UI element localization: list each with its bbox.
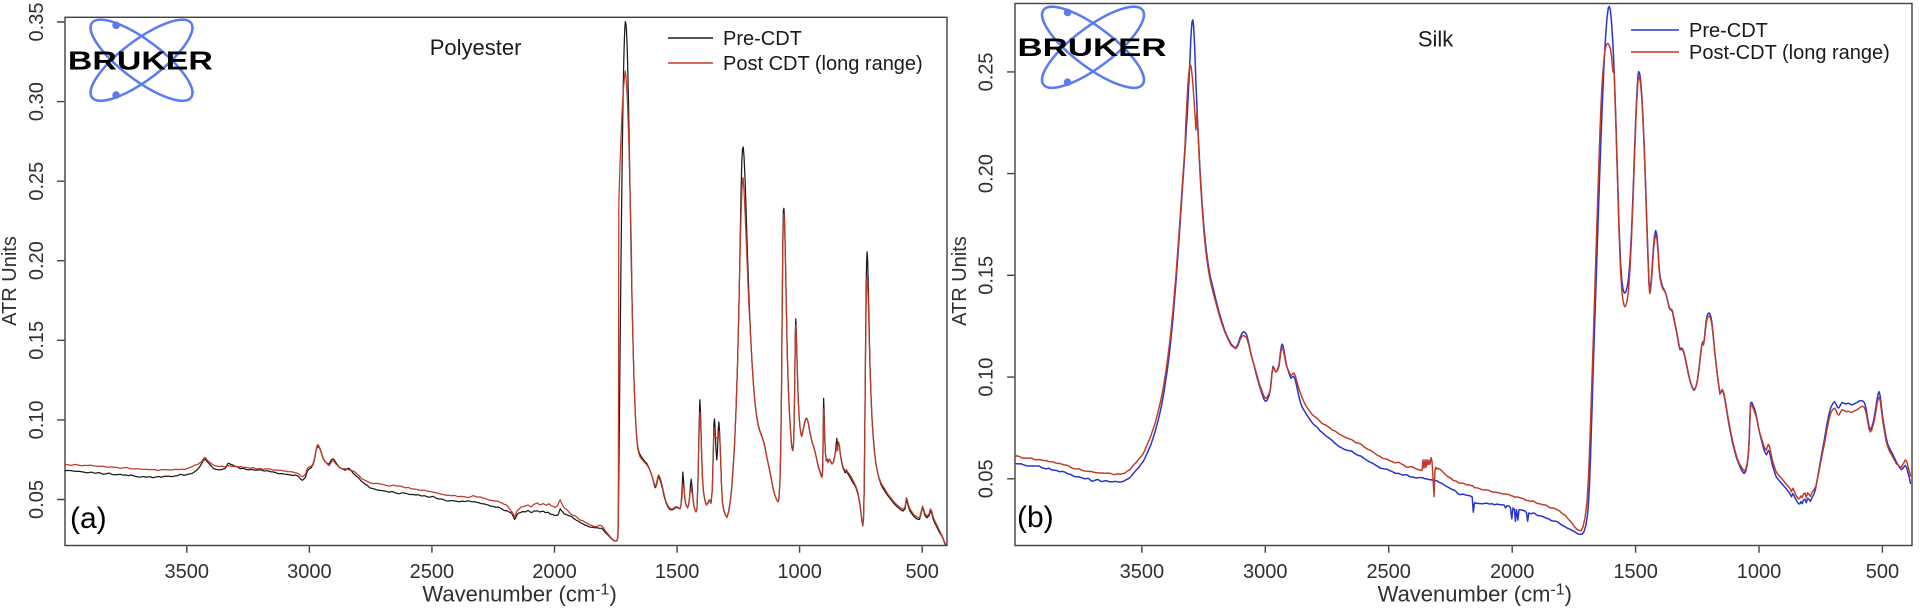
svg-text:0.25: 0.25 (976, 52, 998, 91)
svg-text:1500: 1500 (1613, 561, 1658, 583)
svg-text:Pre-CDT: Pre-CDT (1689, 20, 1768, 42)
svg-text:(b): (b) (1017, 501, 1054, 534)
svg-text:0.20: 0.20 (976, 154, 998, 193)
svg-text:1000: 1000 (1737, 561, 1782, 583)
svg-text:1000: 1000 (777, 561, 822, 583)
svg-text:0.05: 0.05 (976, 459, 998, 498)
svg-text:BRUKER: BRUKER (1018, 34, 1167, 62)
svg-text:0.25: 0.25 (26, 162, 48, 201)
svg-text:2500: 2500 (1366, 561, 1411, 583)
svg-text:(a): (a) (70, 502, 107, 535)
svg-text:0.15: 0.15 (976, 256, 998, 295)
svg-text:Pre-CDT: Pre-CDT (723, 28, 802, 50)
svg-text:500: 500 (906, 561, 939, 583)
svg-text:Wavenumber (cm-1): Wavenumber (cm-1) (422, 581, 616, 606)
svg-text:ATR Units: ATR Units (0, 236, 21, 326)
svg-text:0.10: 0.10 (26, 400, 48, 439)
svg-text:2000: 2000 (532, 561, 577, 583)
svg-text:BRUKER: BRUKER (68, 45, 213, 75)
svg-text:500: 500 (1866, 561, 1899, 583)
svg-text:2500: 2500 (410, 561, 455, 583)
svg-text:1500: 1500 (655, 561, 700, 583)
svg-text:0.20: 0.20 (26, 241, 48, 280)
svg-text:Silk: Silk (1418, 27, 1454, 52)
svg-text:Polyester: Polyester (430, 35, 522, 60)
svg-text:3500: 3500 (165, 561, 210, 583)
svg-text:2000: 2000 (1490, 561, 1535, 583)
svg-text:Post-CDT (long range): Post-CDT (long range) (1689, 42, 1890, 64)
svg-text:Post CDT (long range): Post CDT (long range) (723, 53, 923, 75)
svg-text:0.35: 0.35 (26, 3, 48, 42)
svg-text:0.30: 0.30 (26, 82, 48, 121)
svg-text:3000: 3000 (287, 561, 332, 583)
svg-text:0.10: 0.10 (976, 358, 998, 397)
svg-text:3500: 3500 (1120, 561, 1165, 583)
svg-text:0.05: 0.05 (26, 480, 48, 519)
svg-text:3000: 3000 (1243, 561, 1288, 583)
svg-text:ATR Units: ATR Units (949, 236, 971, 326)
svg-text:Wavenumber (cm-1): Wavenumber (cm-1) (1378, 581, 1572, 606)
svg-text:0.15: 0.15 (26, 321, 48, 360)
